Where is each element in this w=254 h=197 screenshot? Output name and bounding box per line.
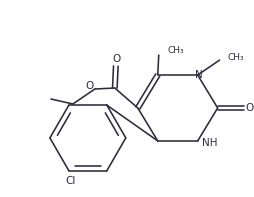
Text: N: N — [195, 70, 202, 80]
Text: O: O — [113, 54, 121, 64]
Text: CH₃: CH₃ — [168, 46, 184, 55]
Text: O: O — [245, 103, 254, 113]
Text: CH₃: CH₃ — [228, 53, 244, 62]
Text: NH: NH — [202, 138, 217, 148]
Text: Cl: Cl — [66, 176, 76, 186]
Text: O: O — [86, 81, 94, 91]
